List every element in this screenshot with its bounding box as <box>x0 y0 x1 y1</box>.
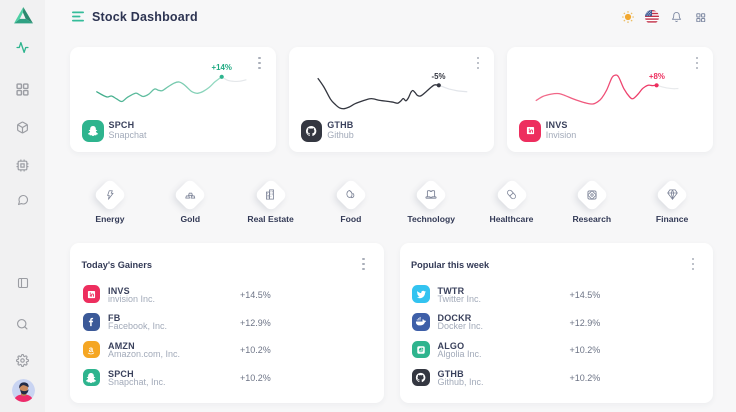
svg-text:a: a <box>89 345 94 354</box>
